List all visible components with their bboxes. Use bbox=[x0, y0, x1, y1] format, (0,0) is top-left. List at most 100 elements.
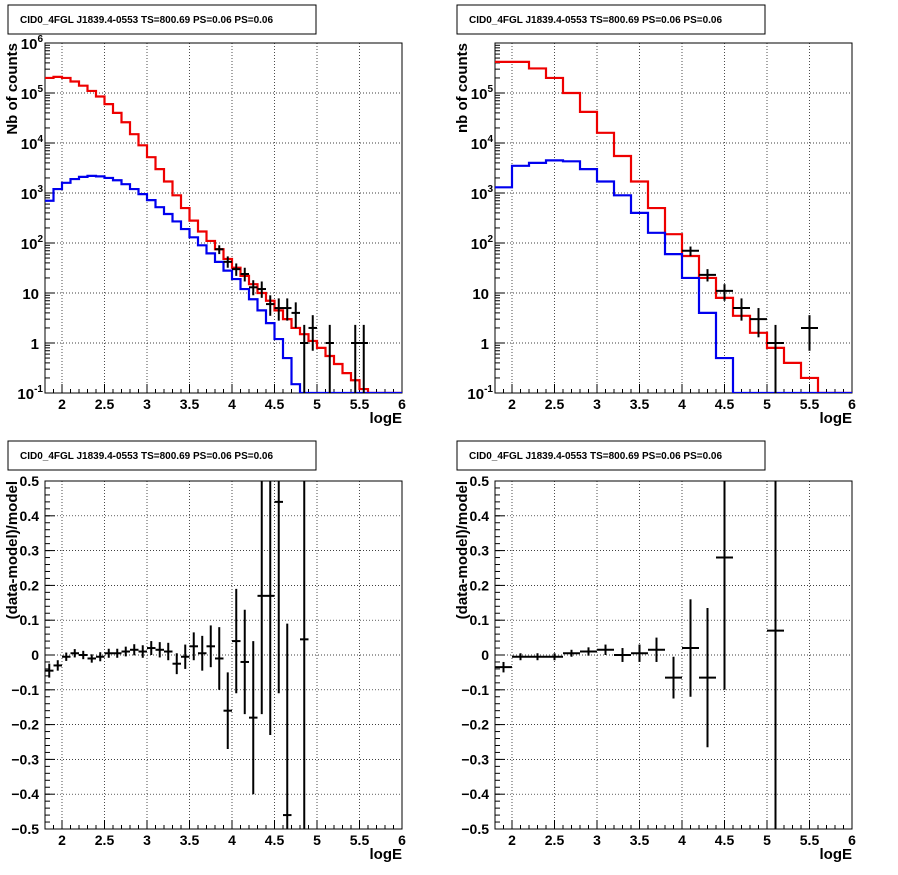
x-tick-label: 2 bbox=[508, 832, 516, 848]
data-point bbox=[682, 599, 699, 697]
x-tick-label: 3.5 bbox=[630, 832, 650, 848]
chart-title: CID0_4FGL J1839.4-0553 TS=800.69 PS=0.06… bbox=[469, 15, 722, 26]
data-point bbox=[529, 653, 546, 661]
x-tick-label: 6 bbox=[848, 396, 856, 412]
data-point bbox=[79, 650, 88, 660]
data-point bbox=[563, 649, 580, 657]
x-axis-label: logE bbox=[370, 410, 403, 427]
y-tick-label: 105 bbox=[21, 84, 44, 103]
x-tick-label: 5 bbox=[313, 396, 321, 412]
plot-area bbox=[45, 75, 402, 393]
y-tick-label: 1 bbox=[481, 336, 489, 353]
data-point bbox=[53, 660, 62, 671]
data-point bbox=[249, 641, 258, 795]
data-point bbox=[308, 315, 317, 351]
x-tick-label: 2.5 bbox=[95, 832, 115, 848]
data-point bbox=[232, 263, 241, 276]
y-tick-label: 0.2 bbox=[470, 577, 490, 593]
x-tick-label: 3.5 bbox=[180, 396, 200, 412]
chart-title: CID0_4FGL J1839.4-0553 TS=800.69 PS=0.06… bbox=[469, 451, 722, 462]
data-point bbox=[138, 645, 147, 658]
y-tick-label: 0.4 bbox=[20, 508, 40, 524]
data-point bbox=[215, 245, 224, 255]
x-tick-label: 6 bbox=[398, 832, 406, 848]
x-tick-label: 5.5 bbox=[350, 396, 370, 412]
x-tick-label: 4.5 bbox=[265, 396, 285, 412]
x-tick-label: 5 bbox=[313, 832, 321, 848]
chart-title: CID0_4FGL J1839.4-0553 TS=800.69 PS=0.06… bbox=[20, 15, 273, 26]
y-axis-label: nb of counts bbox=[454, 43, 471, 133]
x-tick-label: 5 bbox=[763, 396, 771, 412]
data-point bbox=[767, 324, 784, 393]
x-tick-label: 3 bbox=[143, 832, 151, 848]
x-tick-label: 3 bbox=[143, 396, 151, 412]
data-point bbox=[733, 298, 750, 321]
y-axis-label: (data-model)/model bbox=[454, 481, 471, 619]
y-tick-label: 104 bbox=[21, 134, 44, 153]
y-tick-label: 10-1 bbox=[17, 384, 43, 403]
data-point bbox=[274, 298, 283, 321]
data-point bbox=[359, 324, 368, 393]
x-axis-label: logE bbox=[820, 846, 853, 863]
x-tick-label: 6 bbox=[848, 832, 856, 848]
x-tick-label: 2.5 bbox=[545, 832, 565, 848]
x-tick-label: 2.5 bbox=[95, 396, 115, 412]
x-tick-label: 2 bbox=[58, 832, 66, 848]
data-point bbox=[223, 672, 232, 749]
title-box bbox=[7, 4, 317, 35]
x-tick-label: 5.5 bbox=[800, 396, 820, 412]
y-axis-label: Nb of counts bbox=[4, 43, 21, 135]
panel-residuals-left: CID0_4FGL J1839.4-0553 TS=800.69 PS=0.06… bbox=[4, 440, 406, 863]
data-point bbox=[597, 644, 614, 655]
model-histogram bbox=[495, 60, 852, 393]
y-tick-label: 0.2 bbox=[20, 577, 40, 593]
data-point bbox=[716, 481, 733, 690]
y-tick-label: 0 bbox=[481, 647, 489, 663]
data-point bbox=[801, 315, 818, 351]
data-point bbox=[325, 324, 334, 393]
data-point bbox=[45, 663, 54, 678]
data-point bbox=[767, 481, 784, 829]
data-point bbox=[257, 481, 266, 715]
y-tick-label: 10 bbox=[22, 286, 39, 303]
data-point bbox=[215, 627, 224, 690]
y-tick-label: 0 bbox=[31, 647, 39, 663]
x-tick-label: 2 bbox=[58, 396, 66, 412]
data-point bbox=[266, 481, 275, 736]
x-tick-label: 3 bbox=[593, 832, 601, 848]
x-tick-label: 5.5 bbox=[800, 832, 820, 848]
y-tick-label: 10-1 bbox=[467, 384, 493, 403]
data-point bbox=[300, 481, 309, 829]
y-tick-label: 0.5 bbox=[20, 473, 40, 489]
data-point bbox=[614, 648, 631, 662]
plot-frame bbox=[494, 42, 853, 394]
y-tick-label: 103 bbox=[21, 184, 44, 203]
y-tick-label: −0.2 bbox=[461, 717, 489, 733]
y-tick-label: −0.4 bbox=[461, 786, 489, 802]
x-axis-label: logE bbox=[370, 846, 403, 863]
y-tick-label: 0.1 bbox=[470, 612, 490, 628]
data-point bbox=[495, 661, 512, 673]
y-tick-label: 1 bbox=[31, 336, 39, 353]
data-point bbox=[283, 298, 292, 321]
data-point bbox=[682, 246, 699, 256]
x-tick-label: 4 bbox=[678, 396, 686, 412]
x-tick-label: 4.5 bbox=[265, 832, 285, 848]
data-point bbox=[96, 652, 105, 662]
y-tick-label: 102 bbox=[21, 234, 44, 253]
title-box bbox=[456, 4, 766, 35]
y-axis-label: (data-model)/model bbox=[4, 481, 21, 619]
source-histogram bbox=[45, 174, 402, 393]
x-tick-label: 4 bbox=[678, 832, 686, 848]
data-point bbox=[70, 649, 79, 658]
y-tick-label: −0.2 bbox=[11, 717, 39, 733]
data-point bbox=[240, 609, 249, 715]
data-point bbox=[283, 623, 292, 829]
source-histogram bbox=[495, 159, 852, 393]
model-histogram bbox=[45, 75, 402, 393]
x-tick-label: 4 bbox=[228, 832, 236, 848]
data-point bbox=[512, 653, 529, 661]
data-point bbox=[164, 642, 173, 661]
y-tick-label: −0.3 bbox=[11, 751, 39, 767]
